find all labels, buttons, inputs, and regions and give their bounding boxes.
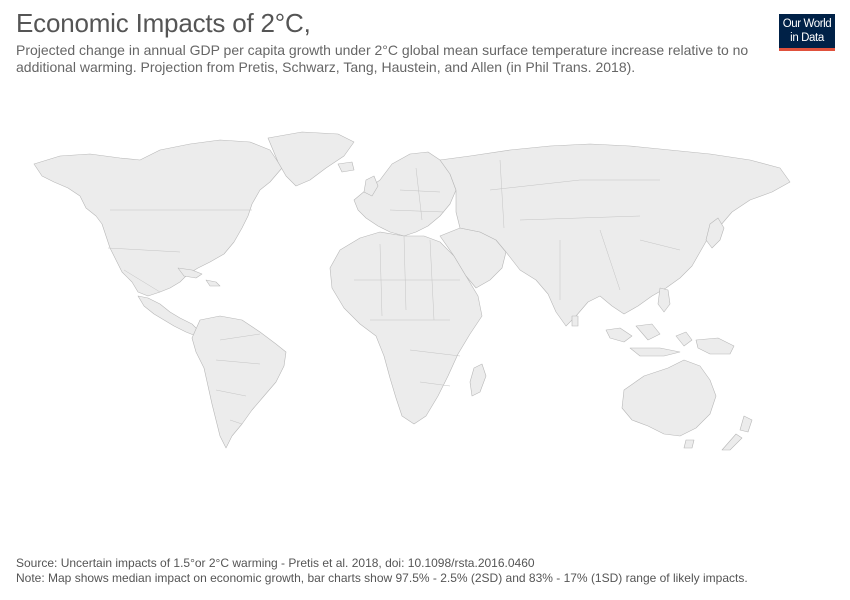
map-south-america[interactable]: [191, 315, 287, 449]
map-philippines[interactable]: [657, 287, 671, 313]
map-asia[interactable]: [439, 143, 791, 327]
methodology-note: Note: Map shows median impact on economi…: [16, 571, 748, 585]
map-greenland[interactable]: [267, 131, 355, 187]
map-sri-lanka[interactable]: [571, 315, 579, 327]
map-madagascar[interactable]: [469, 363, 487, 397]
map-new-zealand[interactable]: [721, 415, 753, 451]
map-internal-borders: [107, 159, 681, 425]
logo-line-1: Our World: [782, 18, 832, 30]
logo-line-2: in Data: [790, 32, 824, 44]
chart-subtitle: Projected change in annual GDP per capit…: [16, 42, 749, 75]
map-uk[interactable]: [337, 161, 379, 197]
logo-accent-bar: [779, 48, 835, 51]
world-map[interactable]: [20, 120, 830, 540]
map-australia[interactable]: [621, 359, 717, 437]
map-central-america[interactable]: [137, 295, 201, 337]
map-europe[interactable]: [353, 151, 457, 237]
owid-logo[interactable]: Our World in Data: [779, 14, 835, 51]
chart-title: Economic Impacts of 2°C,: [16, 8, 311, 38]
map-caribbean[interactable]: [177, 267, 221, 287]
map-new-guinea[interactable]: [695, 337, 735, 355]
source-note: Source: Uncertain impacts of 1.5°or 2°C …: [16, 556, 535, 570]
chart-footer: Source: Uncertain impacts of 1.5°or 2°C …: [16, 556, 748, 586]
map-japan[interactable]: [705, 217, 725, 249]
map-north-america[interactable]: [33, 139, 283, 297]
map-tasmania[interactable]: [683, 439, 695, 449]
map-indonesia[interactable]: [605, 323, 693, 357]
